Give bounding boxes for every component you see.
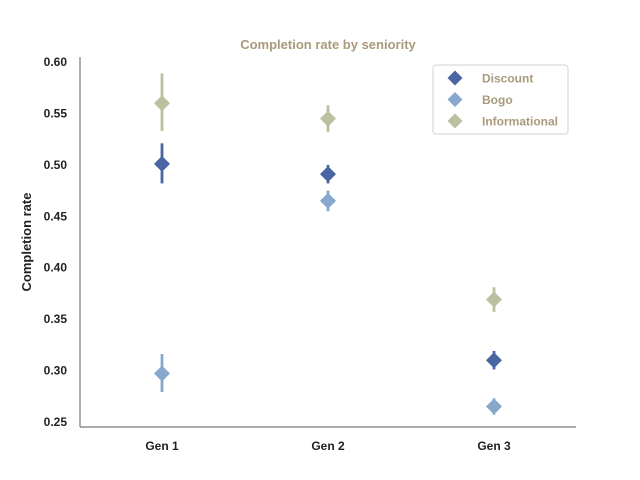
y-tick-label: 0.60 bbox=[44, 55, 68, 69]
x-tick-label: Gen 2 bbox=[311, 439, 345, 453]
y-tick-label: 0.30 bbox=[44, 363, 68, 377]
legend-label: Bogo bbox=[482, 93, 513, 107]
x-tick-label: Gen 3 bbox=[477, 439, 511, 453]
data-points bbox=[154, 73, 502, 415]
chart-title: Completion rate by seniority bbox=[240, 37, 416, 52]
y-tick-label: 0.25 bbox=[44, 415, 68, 429]
series-bogo bbox=[154, 190, 502, 415]
legend-label: Informational bbox=[482, 115, 558, 129]
data-point bbox=[320, 192, 336, 209]
legend-marker bbox=[447, 70, 463, 86]
data-point bbox=[154, 95, 170, 112]
legend-label: Discount bbox=[482, 72, 533, 86]
data-point bbox=[320, 166, 336, 183]
legend: Discount Bogo Informational bbox=[432, 64, 569, 135]
legend-marker bbox=[447, 113, 463, 129]
y-tick-label: 0.35 bbox=[44, 312, 68, 326]
y-tick-label: 0.50 bbox=[44, 158, 68, 172]
y-tick-label: 0.45 bbox=[44, 209, 68, 223]
y-tick-label: 0.40 bbox=[44, 261, 68, 275]
data-point bbox=[486, 352, 502, 369]
y-axis-label: Completion rate bbox=[19, 193, 34, 292]
series-discount bbox=[154, 143, 502, 370]
series-informational bbox=[154, 73, 502, 312]
data-point bbox=[154, 365, 170, 382]
legend-marker bbox=[447, 92, 463, 107]
axes bbox=[79, 57, 576, 428]
data-point bbox=[320, 110, 336, 127]
x-tick-label: Gen 1 bbox=[145, 439, 179, 453]
y-axis-ticks: 0.25 0.30 0.35 0.40 0.45 0.50 0.55 0.60 bbox=[44, 55, 68, 429]
x-axis-ticks: Gen 1 Gen 2 Gen 3 bbox=[145, 439, 511, 453]
data-point bbox=[486, 291, 502, 308]
data-point bbox=[486, 398, 502, 415]
data-point bbox=[154, 155, 170, 172]
legend-box bbox=[432, 64, 569, 135]
y-tick-label: 0.55 bbox=[44, 107, 68, 121]
